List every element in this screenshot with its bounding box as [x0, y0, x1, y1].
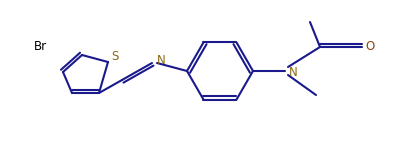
Text: N: N — [289, 66, 298, 80]
Text: N: N — [157, 53, 166, 66]
Text: S: S — [111, 49, 119, 62]
Text: O: O — [366, 40, 375, 53]
Text: Br: Br — [34, 40, 47, 53]
